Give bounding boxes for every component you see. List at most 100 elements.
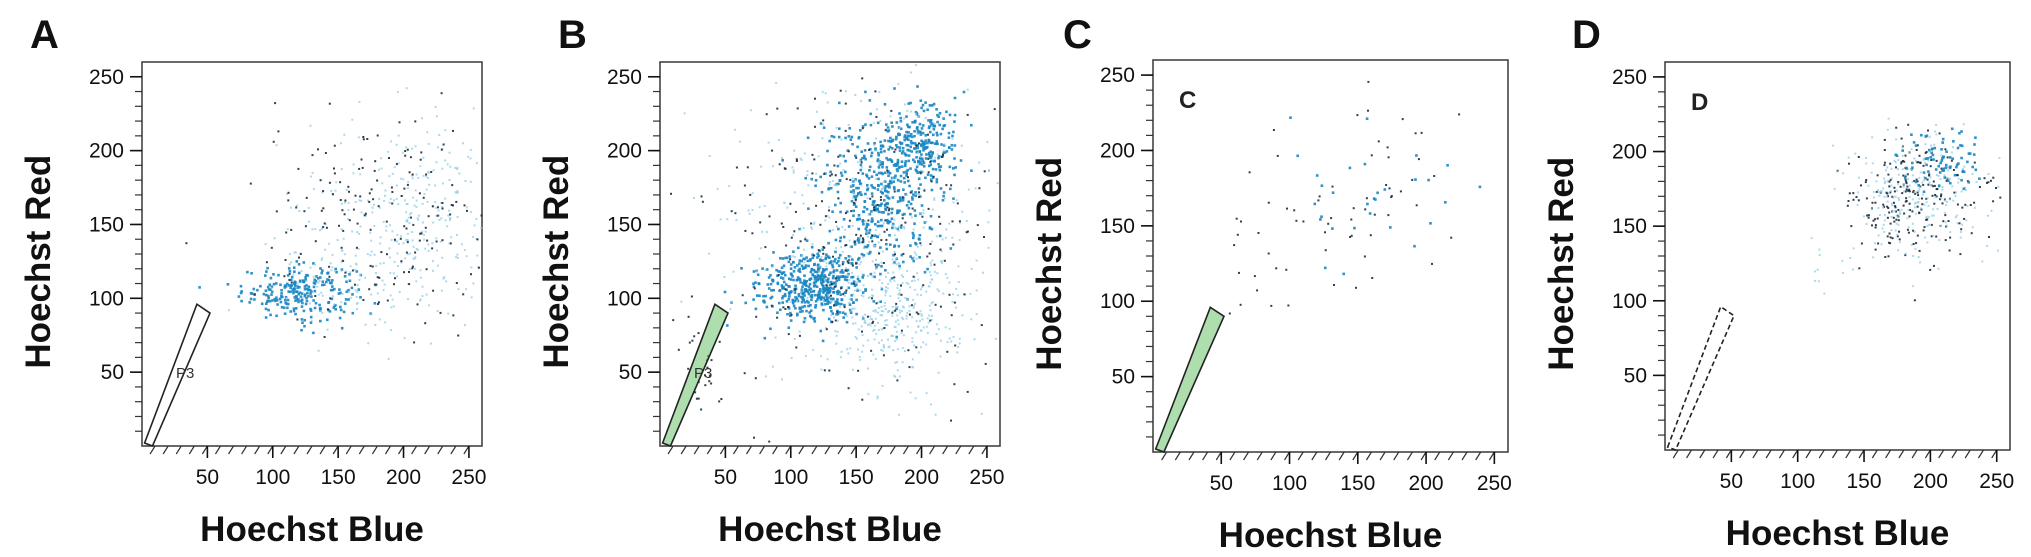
x-minor-tick [1434,451,1441,461]
data-point [830,314,833,317]
data-point [1855,196,1858,198]
data-point [866,252,869,255]
data-point [1941,157,1944,160]
data-point [780,284,784,287]
data-point [859,163,863,167]
data-point [312,299,315,302]
data-point [355,270,359,273]
data-point [334,189,337,192]
y-tick-label: 200 [1100,139,1135,162]
data-point [882,250,884,253]
data-point [1887,173,1890,176]
data-point [760,247,762,250]
data-point [303,210,306,213]
data-point [348,279,352,283]
data-point [876,158,880,161]
data-point [295,206,298,209]
data-point [787,298,791,301]
data-point [456,166,459,169]
data-point [891,258,894,261]
data-point [1886,235,1889,238]
data-point [863,245,867,249]
data-point [845,275,849,279]
data-point [869,318,872,321]
data-point [1450,236,1453,239]
data-point [921,157,924,161]
data-point [963,293,966,296]
data-point [302,261,306,264]
data-point [799,157,802,160]
data-point [454,191,457,194]
data-point [892,164,896,167]
data-point [858,279,861,283]
data-point [1907,226,1910,229]
data-point [920,313,923,316]
data-point [1956,174,1959,177]
data-point [1910,133,1913,136]
y-tick-label: 200 [89,140,124,163]
data-point [894,137,898,141]
data-point [939,305,942,308]
data-point [790,313,793,316]
data-point [1930,223,1933,226]
data-point [1938,239,1941,242]
data-point [919,160,922,163]
data-point [328,102,331,105]
data-point [829,186,833,190]
data-point [895,307,898,311]
data-point [425,268,428,271]
data-point [810,298,813,302]
data-point [378,197,381,200]
data-point [887,194,890,197]
data-point [301,301,304,305]
data-point [861,220,865,223]
data-point [735,166,738,169]
data-point [872,320,875,323]
data-point [1865,223,1868,225]
data-point [279,300,283,304]
data-point [867,367,869,370]
data-point [910,71,913,74]
data-point [307,206,310,209]
data-point [1912,285,1915,288]
data-point [1957,177,1960,180]
data-point [884,204,887,207]
data-point [1890,190,1892,193]
data-point [880,239,883,242]
data-point [1981,260,1984,263]
data-point [1857,191,1860,194]
data-point [828,283,832,287]
data-point [801,285,804,289]
data-point [882,180,885,183]
data-point [897,262,900,265]
data-point [1986,181,1988,184]
data-point [348,190,350,193]
data-point [771,278,774,282]
data-point [861,350,864,353]
data-point [896,200,900,203]
data-point [810,245,814,249]
data-point [866,230,869,233]
data-point [880,182,883,186]
data-point [1906,185,1909,188]
data-point [804,281,807,284]
data-point [326,272,329,275]
data-point [349,296,352,299]
data-point [1996,249,1999,252]
data-point [831,297,835,301]
data-point [1275,267,1278,270]
data-point [385,229,388,232]
data-point [1929,165,1932,168]
data-point [427,215,430,218]
x-minor-tick [1475,451,1482,461]
data-point [317,293,320,296]
data-point [1893,220,1896,223]
data-point [327,301,331,304]
data-point [900,274,903,277]
data-point [817,274,820,278]
data-point [1852,247,1855,250]
data-point [861,334,864,337]
data-point [418,239,421,242]
data-point [906,179,910,183]
data-point [845,210,849,213]
